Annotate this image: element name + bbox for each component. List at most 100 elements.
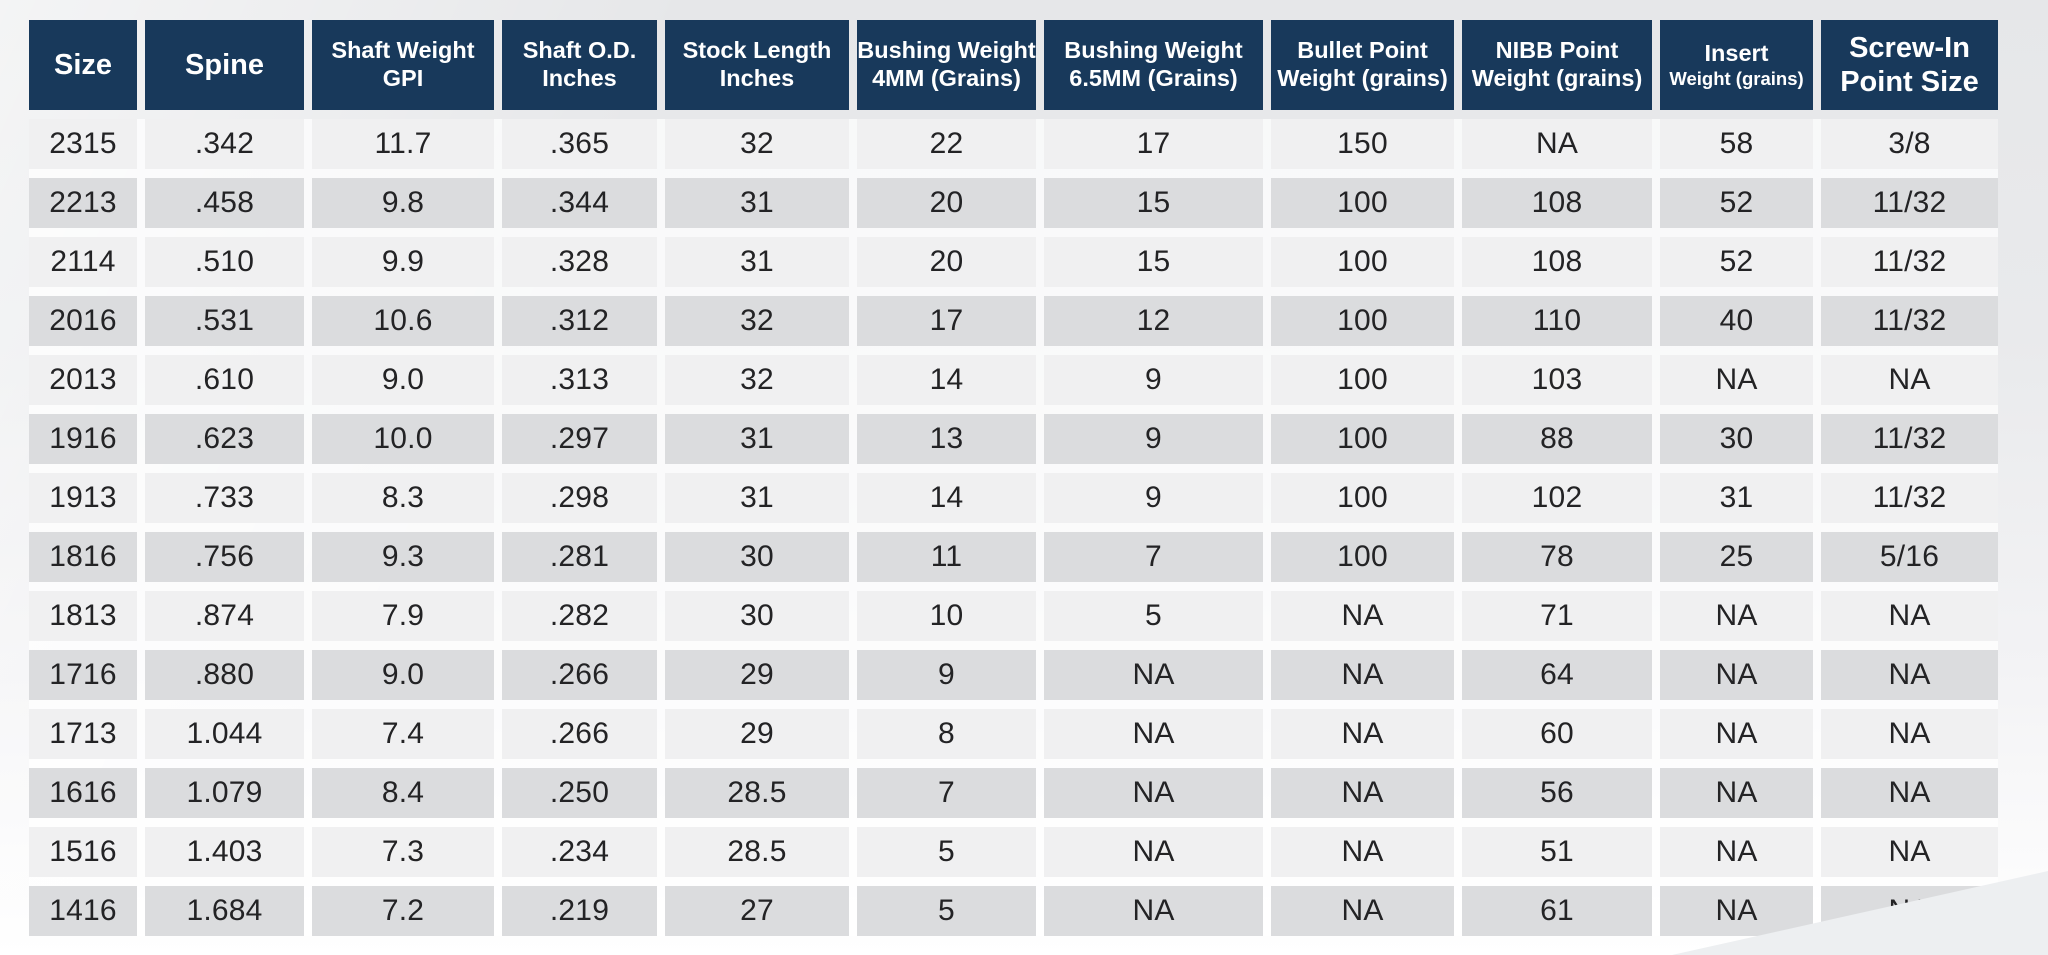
- table-cell: NA: [1044, 827, 1263, 877]
- table-cell: 78: [1462, 532, 1652, 582]
- column-header-label: Spine: [185, 48, 264, 81]
- table-cell: NA: [1044, 768, 1263, 818]
- table-cell: .458: [145, 178, 304, 228]
- table-cell: .266: [502, 650, 657, 700]
- table-cell: 61: [1462, 886, 1652, 936]
- table-cell: 2213: [29, 178, 137, 228]
- table-cell: 3/8: [1821, 119, 1998, 169]
- column-header: Stock Length Inches: [665, 20, 849, 110]
- column-header: Bushing Weight 6.5MM (Grains): [1044, 20, 1263, 110]
- table-cell: 9.9: [312, 237, 494, 287]
- column-header-label: Shaft O.D.: [522, 37, 637, 64]
- table-cell: 7: [857, 768, 1036, 818]
- table-cell: 20: [857, 178, 1036, 228]
- table-cell: 29: [665, 650, 849, 700]
- table-cell: 13: [857, 414, 1036, 464]
- table-row: 1516 1.403 7.3.234 28.5 5 NA NA 51 NA NA: [29, 827, 1998, 877]
- column-header-sublabel: Weight (grains): [1277, 65, 1448, 91]
- table-row: 1816.756 9.3.281 30 11 7 100 78 25 5/16: [29, 532, 1998, 582]
- table-cell: .880: [145, 650, 304, 700]
- table-row: 2315.342 11.7.365 32 22 17 150 NA 58 3/8: [29, 119, 1998, 169]
- table-cell: 27: [665, 886, 849, 936]
- table-cell: 31: [665, 414, 849, 464]
- table-cell: 15: [1044, 178, 1263, 228]
- table-cell: .312: [502, 296, 657, 346]
- table-cell: NA: [1271, 709, 1454, 759]
- table-cell: 9: [1044, 414, 1263, 464]
- table-row: 1716.880 9.0.266 29 9 NA NA 64 NA NA: [29, 650, 1998, 700]
- column-header: Insert Weight (grains): [1660, 20, 1813, 110]
- table-cell: 28.5: [665, 827, 849, 877]
- table-cell: .623: [145, 414, 304, 464]
- table-cell: 100: [1271, 296, 1454, 346]
- table-cell: 30: [665, 532, 849, 582]
- column-header: Size: [29, 20, 137, 110]
- table-cell: 8.4: [312, 768, 494, 818]
- table-cell: 2114: [29, 237, 137, 287]
- table-cell: 32: [665, 119, 849, 169]
- table-cell: 11/32: [1821, 414, 1998, 464]
- table-cell: 7.3: [312, 827, 494, 877]
- column-header-label: Shaft Weight: [331, 37, 475, 64]
- table-cell: .250: [502, 768, 657, 818]
- table-cell: .344: [502, 178, 657, 228]
- table-row: 1616 1.079 8.4.250 28.5 7 NA NA 56 NA NA: [29, 768, 1998, 818]
- table-cell: .297: [502, 414, 657, 464]
- table-cell: 9: [857, 650, 1036, 700]
- table-cell: 11/32: [1821, 178, 1998, 228]
- table-cell: NA: [1660, 709, 1813, 759]
- column-header-sublabel: Inches: [719, 65, 795, 91]
- table-cell: 30: [1660, 414, 1813, 464]
- table-cell: NA: [1044, 886, 1263, 936]
- table-cell: .531: [145, 296, 304, 346]
- table-cell: 32: [665, 355, 849, 405]
- column-header-sublabel: Weight (grains): [1471, 65, 1643, 91]
- table-cell: 51: [1462, 827, 1652, 877]
- table-cell: 8.3: [312, 473, 494, 523]
- table-cell: NA: [1660, 886, 1813, 936]
- table-cell: 88: [1462, 414, 1652, 464]
- table-cell: NA: [1271, 591, 1454, 641]
- table-cell: 5: [1044, 591, 1263, 641]
- table-cell: .298: [502, 473, 657, 523]
- table-cell: 1713: [29, 709, 137, 759]
- column-header-label: Bushing Weight: [1064, 37, 1243, 64]
- table-cell: 32: [665, 296, 849, 346]
- column-header-sublabel: Point Size: [1840, 66, 1979, 98]
- table-row: 2016.531 10.6.312 32 17 12 100 110 40 11/32: [29, 296, 1998, 346]
- table-cell: 9.8: [312, 178, 494, 228]
- table-cell: .733: [145, 473, 304, 523]
- table-cell: 1913: [29, 473, 137, 523]
- column-header-sublabel: 4MM (Grains): [872, 65, 1021, 91]
- table-body: 2315.342 11.7.365 32 22 17 150 NA 58 3/8 2213.458…: [29, 119, 1998, 936]
- table-cell: .365: [502, 119, 657, 169]
- table-cell: 100: [1271, 237, 1454, 287]
- table-cell: .342: [145, 119, 304, 169]
- table-cell: .313: [502, 355, 657, 405]
- table-cell: 31: [665, 473, 849, 523]
- table-cell: 71: [1462, 591, 1652, 641]
- table-cell: 30: [665, 591, 849, 641]
- table-cell: 5: [857, 886, 1036, 936]
- column-header-sublabel: GPI: [382, 65, 424, 91]
- table-cell: 1916: [29, 414, 137, 464]
- table-cell: 1516: [29, 827, 137, 877]
- table-cell: 11/32: [1821, 296, 1998, 346]
- column-header: NIBB Point Weight (grains): [1462, 20, 1652, 110]
- column-header: Bullet Point Weight (grains): [1271, 20, 1454, 110]
- table-cell: 9.3: [312, 532, 494, 582]
- table-cell: 5: [857, 827, 1036, 877]
- table-row: 1916.623 10.0.297 31 13 9 100 88 30 11/32: [29, 414, 1998, 464]
- table-cell: 17: [857, 296, 1036, 346]
- table-cell: 1816: [29, 532, 137, 582]
- column-header: Screw-In Point Size: [1821, 20, 1998, 110]
- table-cell: NA: [1271, 650, 1454, 700]
- table-cell: 10: [857, 591, 1036, 641]
- table-cell: 9: [1044, 473, 1263, 523]
- table-cell: NA: [1821, 355, 1998, 405]
- table-row: 1713 1.044 7.4.266 29 8 NA NA 60 NA NA: [29, 709, 1998, 759]
- table-cell: 52: [1660, 237, 1813, 287]
- table-row: 2013.610 9.0.313 32 14 9 100 103 NA NA: [29, 355, 1998, 405]
- table-cell: 28.5: [665, 768, 849, 818]
- table-cell: NA: [1660, 827, 1813, 877]
